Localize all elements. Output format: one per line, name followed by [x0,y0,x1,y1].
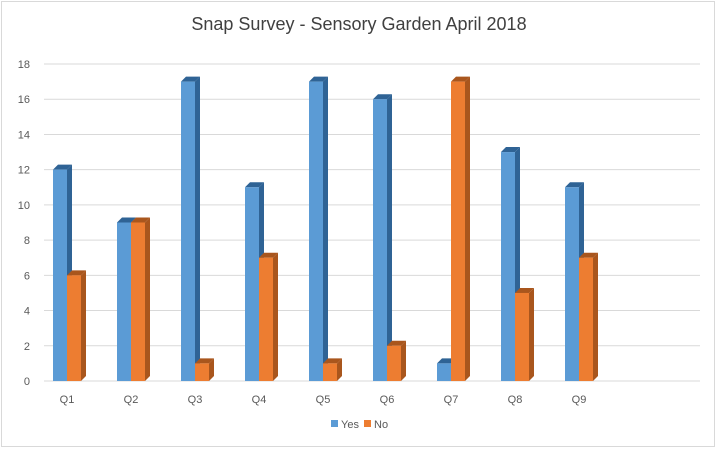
legend-item-yes: Yes [331,419,359,431]
bar-front [451,81,465,381]
bar-top [565,182,584,188]
x-tick-label: Q5 [316,394,331,406]
bar-top [515,287,534,293]
bar-top [501,147,520,153]
bar-top [387,340,406,346]
y-tick-label: 14 [18,129,30,141]
bar-yes-q3 [181,76,200,381]
bar-top [181,76,200,82]
bar-front [323,363,337,381]
bar-front [131,222,145,381]
bar-top [373,94,392,100]
x-tick-label: Q1 [60,394,75,406]
bar-front [53,169,67,381]
bar-front [515,292,529,381]
bar-side [387,94,392,381]
bar-front [579,257,593,381]
legend-item-no: No [364,419,388,431]
bar-top [259,252,278,258]
bar-top [579,252,598,258]
bar-no-q3 [195,358,214,381]
bar-side [465,76,470,381]
bar-no-q1 [67,270,86,381]
bar-no-q6 [387,340,406,381]
bar-top [117,217,136,223]
bar-side [145,217,150,381]
bar-yes-q5 [309,76,328,381]
x-tick-label: Q9 [572,394,587,406]
bar-side [273,252,278,381]
legend: Yes No [331,419,388,431]
bar-no-q8 [515,287,534,381]
y-tick-label: 18 [18,59,30,71]
bar-front [437,363,451,381]
x-tick-label: Q3 [188,394,203,406]
chart-title: Snap Survey - Sensory Garden April 2018 [191,14,527,34]
bar-front [565,187,579,381]
y-tick-label: 16 [18,94,30,106]
bar-no-q7 [451,76,470,381]
bar-top [67,270,86,276]
y-axis-labels: 0 2 4 6 8 10 12 14 16 18 [18,59,30,388]
bar-side [81,270,86,381]
bar-front [67,275,81,381]
bar-front [117,222,131,381]
x-tick-label: Q8 [508,394,523,406]
y-tick-label: 8 [24,235,30,247]
bar-yes-q6 [373,94,392,381]
bars [53,76,598,381]
bar-no-q4 [259,252,278,381]
y-tick-label: 2 [24,341,30,353]
x-tick-label: Q7 [444,394,459,406]
bar-side [323,76,328,381]
bar-front [245,187,259,381]
bar-side [195,76,200,381]
y-tick-label: 12 [18,165,30,177]
x-tick-label: Q2 [124,394,139,406]
y-tick-label: 0 [24,376,30,388]
x-axis-labels: Q1 Q2 Q3 Q4 Q5 Q6 Q7 Q8 Q9 [60,394,587,406]
bar-top [131,217,150,223]
bar-no-q5 [323,358,342,381]
bar-front [501,152,515,381]
bar-front [373,99,387,381]
legend-label: Yes [341,419,359,431]
bar-top [245,182,264,188]
legend-swatch [364,420,371,427]
bar-top [323,358,342,364]
bar-front [181,81,195,381]
x-tick-label: Q6 [380,394,395,406]
y-tick-label: 10 [18,200,30,212]
bar-top [451,76,470,82]
bar-side [401,340,406,381]
y-tick-label: 6 [24,270,30,282]
bar-top [195,358,214,364]
bar-no-q2 [131,217,150,381]
bar-side [593,252,598,381]
legend-swatch [331,420,338,427]
bar-side [529,287,534,381]
legend-label: No [374,419,388,431]
x-tick-label: Q4 [252,394,267,406]
bar-front [259,257,273,381]
bar-front [195,363,209,381]
bar-side [337,358,342,381]
bar-no-q9 [579,252,598,381]
bar-front [309,81,323,381]
bar-front [387,345,401,381]
bar-top [53,164,72,170]
bar-side [209,358,214,381]
y-tick-label: 4 [24,306,30,318]
bar-top [309,76,328,82]
